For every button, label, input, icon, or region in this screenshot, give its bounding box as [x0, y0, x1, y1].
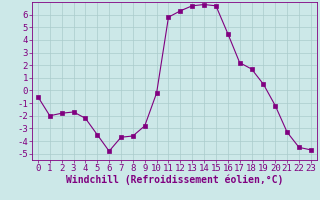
X-axis label: Windchill (Refroidissement éolien,°C): Windchill (Refroidissement éolien,°C) [66, 175, 283, 185]
